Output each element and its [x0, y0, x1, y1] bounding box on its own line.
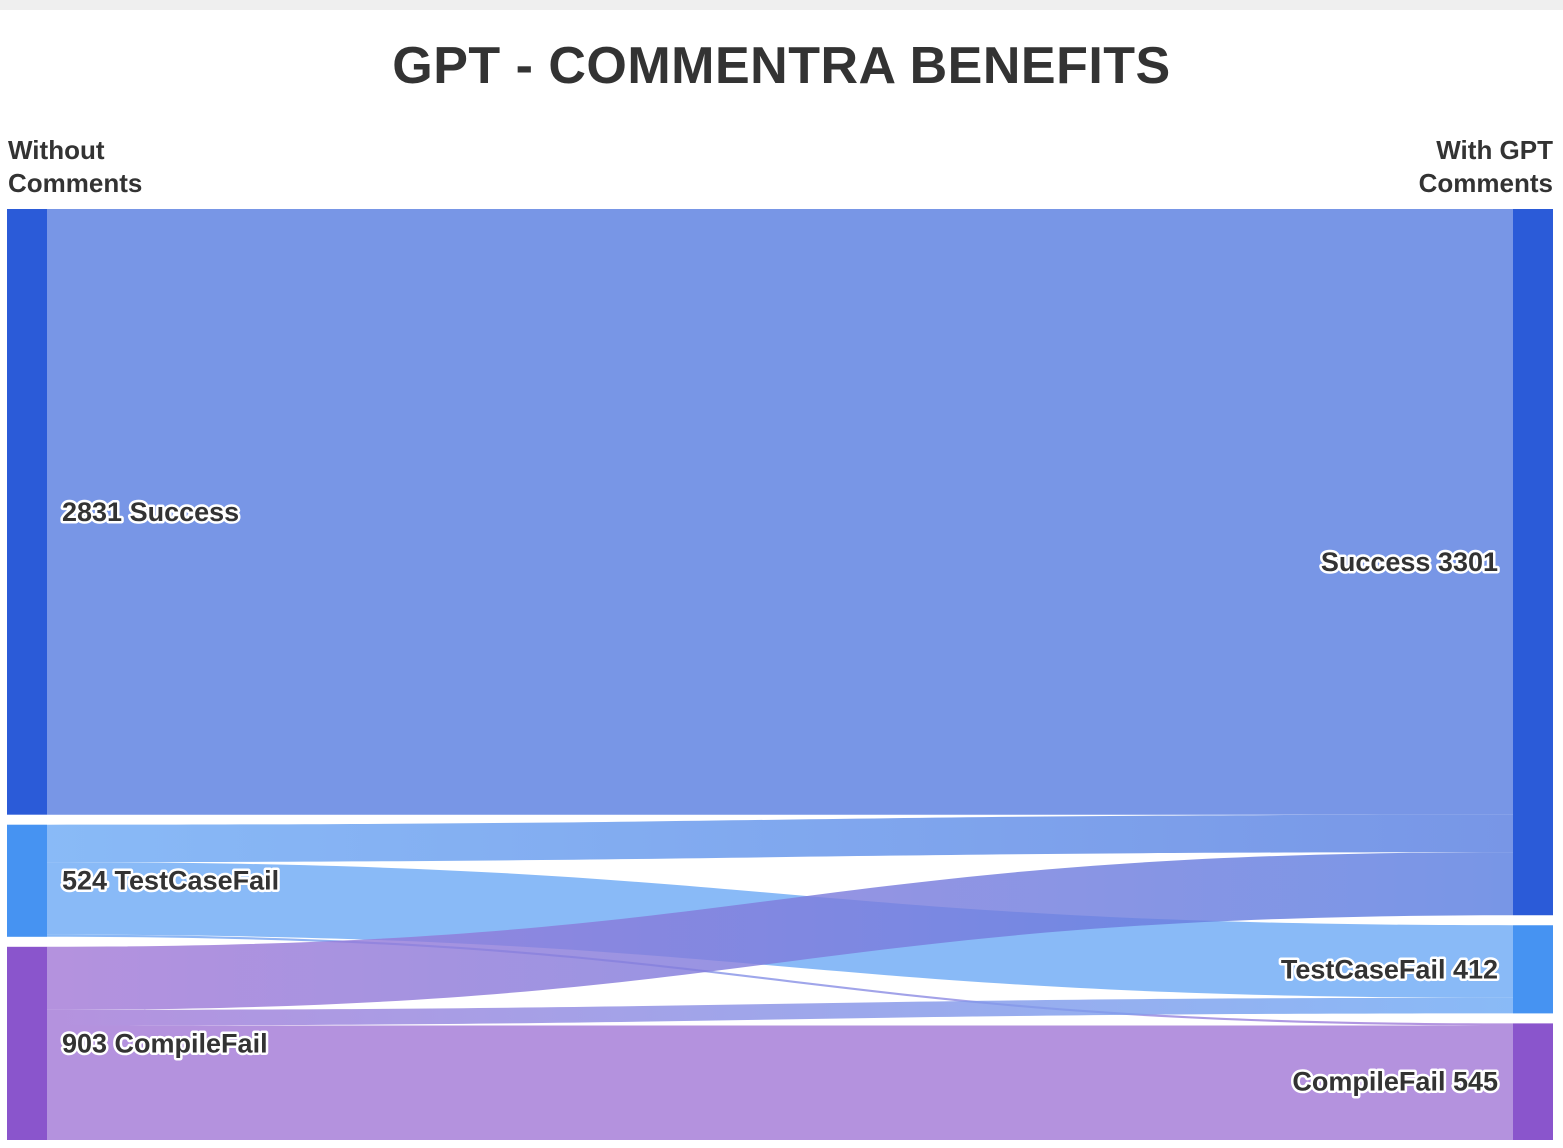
link-compilefail-to-compilefail[interactable]: [47, 1025, 1513, 1140]
links-layer: [47, 209, 1513, 1140]
left-column-label-line1: Without: [8, 135, 105, 165]
left-column-label: Without Comments: [8, 134, 142, 200]
link-compilefail-to-success[interactable]: [47, 852, 1513, 1010]
link-testcasefail-to-success[interactable]: [47, 814, 1513, 863]
target-node-compilefail[interactable]: [1513, 1023, 1553, 1140]
right-column-label: With GPT Comments: [1419, 134, 1553, 200]
right-column-label-line1: With GPT: [1436, 135, 1553, 165]
link-compilefail-to-testcasefail[interactable]: [47, 997, 1513, 1026]
chart-title: GPT - COMMENTRA BENEFITS: [392, 37, 1171, 95]
source-node-compilefail[interactable]: [7, 946, 47, 1140]
target-label-success: Success 3301: [1321, 547, 1498, 577]
source-node-testcasefail[interactable]: [7, 824, 47, 937]
source-label-testcasefail: 524 TestCaseFail: [62, 866, 279, 896]
source-label-compilefail: 903 CompileFail: [62, 1028, 268, 1058]
labels-layer: 2831 Success 524 TestCaseFail 903 CompileF…: [60, 494, 1501, 1099]
link-testcasefail-to-compilefail[interactable]: [47, 934, 1513, 1026]
source-node-success[interactable]: [7, 209, 47, 815]
source-label-success: 2831 Success: [62, 497, 239, 527]
nodes-layer: [7, 209, 1553, 1140]
right-column-label-line2: Comments: [1418, 168, 1553, 198]
left-column-label-line2: Comments: [8, 168, 143, 198]
target-node-success[interactable]: [1513, 209, 1553, 916]
target-label-testcasefail: TestCaseFail 412: [1281, 954, 1498, 984]
target-label-compilefail: CompileFail 545: [1292, 1067, 1498, 1097]
top-bar: [0, 0, 1563, 10]
target-node-testcasefail[interactable]: [1513, 925, 1553, 1014]
link-success-to-success[interactable]: [47, 209, 1513, 815]
